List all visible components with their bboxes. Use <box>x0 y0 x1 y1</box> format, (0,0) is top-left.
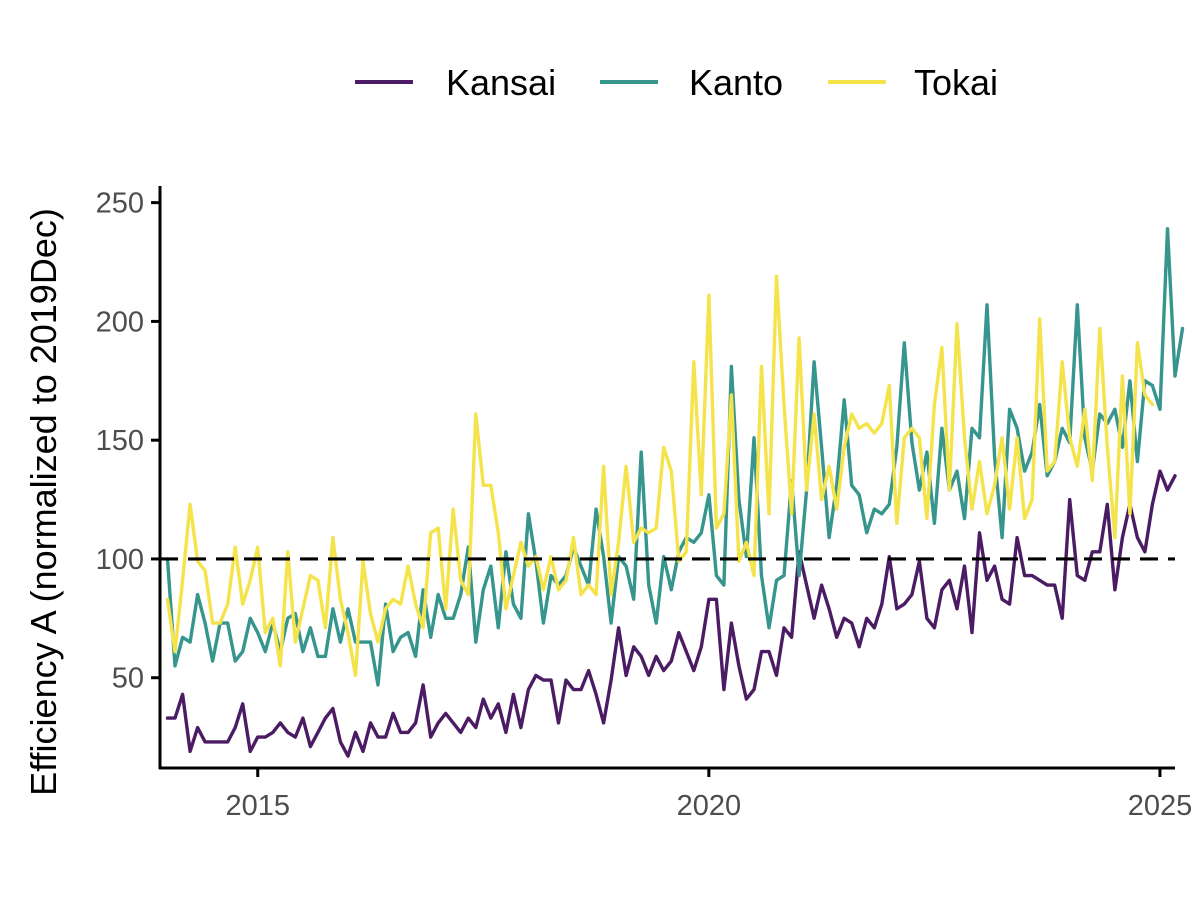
y-axis-ticks: 50 100 150 200 250 <box>96 188 160 695</box>
y-tick-label: 150 <box>96 425 144 457</box>
series-line-kanto <box>165 227 1185 687</box>
x-tick-label: 2015 <box>225 790 290 822</box>
y-tick-label: 250 <box>96 188 144 220</box>
x-axis-ticks: 2015 2020 2025 <box>225 768 1192 822</box>
legend: Kansai Kanto Tokai <box>355 62 998 103</box>
y-axis-title: Efficiency A (normalized to 2019Dec) <box>23 208 64 796</box>
y-tick-label: 100 <box>96 544 144 576</box>
legend-label-kansai: Kansai <box>446 62 556 103</box>
x-tick-label: 2025 <box>1128 790 1193 822</box>
x-tick-label: 2020 <box>677 790 742 822</box>
series-line-kansai <box>165 469 1177 758</box>
series-lines <box>165 227 1185 758</box>
legend-label-tokai: Tokai <box>914 62 998 103</box>
legend-label-kanto: Kanto <box>689 62 783 103</box>
y-tick-label: 200 <box>96 306 144 338</box>
series-line-tokai <box>165 274 1155 678</box>
axes: 50 100 150 200 250 2015 2020 2025 <box>96 186 1192 822</box>
y-tick-label: 50 <box>112 663 144 695</box>
